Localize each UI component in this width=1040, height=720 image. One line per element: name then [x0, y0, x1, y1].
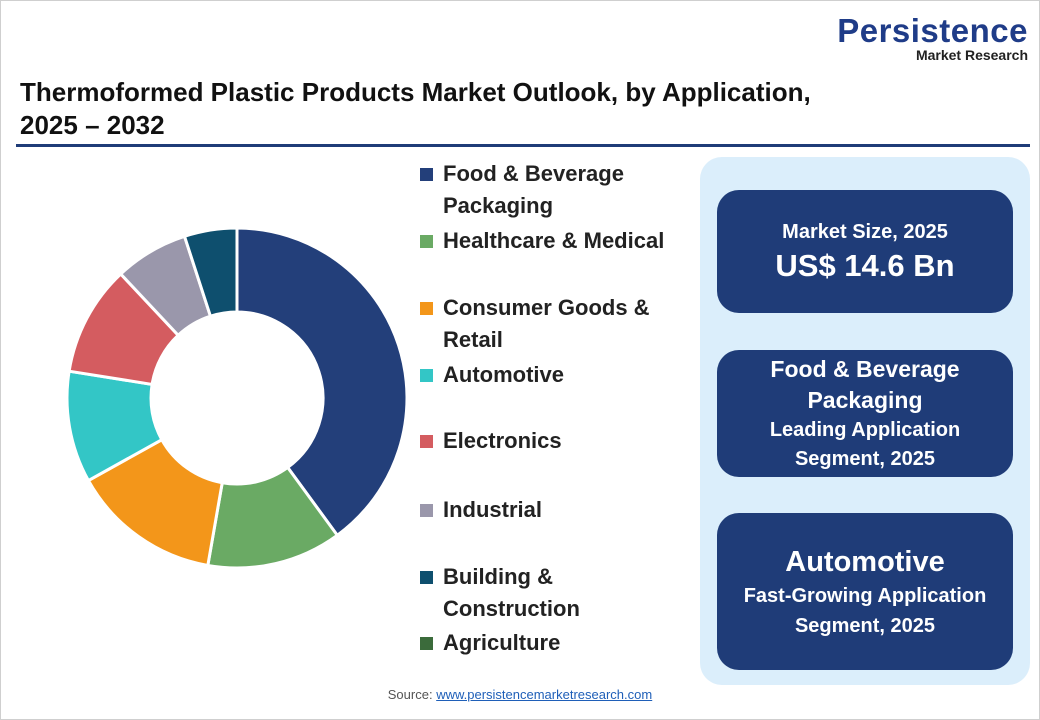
card-label-2: Segment, 2025	[794, 614, 936, 637]
legend-label: Food & Beverage Packaging	[443, 161, 624, 218]
divider	[16, 144, 1030, 147]
card-label: Leading Application	[769, 418, 961, 441]
legend-item: Consumer Goods & Retail	[420, 292, 700, 356]
legend-label: Building & Construction	[443, 564, 580, 621]
legend-swatch	[420, 369, 433, 382]
legend-swatch	[420, 637, 433, 650]
fast-growing-card: Automotive Fast-Growing Application Segm…	[717, 513, 1013, 670]
legend-label: Industrial	[443, 497, 543, 522]
card-value: US$ 14.6 Bn	[775, 247, 955, 283]
legend-label: Electronics	[443, 428, 562, 453]
title-line-1: Thermoformed Plastic Products Market Out…	[20, 77, 811, 107]
legend-item: Building & Construction	[420, 561, 700, 625]
legend-item: Industrial	[420, 494, 700, 526]
legend-swatch	[420, 435, 433, 448]
legend-swatch	[420, 168, 433, 181]
leading-segment-card: Food & Beverage Packaging Leading Applic…	[717, 350, 1013, 477]
source-note: Source: www.persistencemarketresearch.co…	[0, 687, 1040, 702]
page-title: Thermoformed Plastic Products Market Out…	[20, 76, 811, 142]
legend-label: Healthcare & Medical	[443, 228, 665, 253]
legend-label: Agriculture	[443, 630, 561, 655]
logo-sub: Market Research	[915, 47, 1028, 63]
legend-item: Healthcare & Medical	[420, 225, 700, 257]
market-size-card: Market Size, 2025 US$ 14.6 Bn	[717, 190, 1013, 313]
legend-swatch	[420, 302, 433, 315]
legend-swatch	[420, 571, 433, 584]
logo-name: Persistence	[837, 12, 1028, 49]
source-label: Source:	[387, 687, 437, 702]
legend-item: Electronics	[420, 425, 700, 457]
donut-chart	[65, 226, 409, 570]
source-link[interactable]: www.persistencemarketresearch.com	[436, 687, 653, 702]
donut-slice-0	[235, 226, 409, 538]
legend-item: Automotive	[420, 359, 700, 391]
card-value: Automotive	[785, 545, 945, 578]
legend-label: Automotive	[443, 362, 564, 387]
title-line-2: 2025 – 2032	[20, 110, 165, 140]
card-value-2: Packaging	[807, 386, 923, 413]
legend-item: Food & Beverage Packaging	[420, 158, 700, 222]
card-label: Fast-Growing Application	[743, 584, 987, 607]
card-label: Market Size, 2025	[782, 220, 948, 243]
legend-swatch	[420, 235, 433, 248]
legend-item: Agriculture	[420, 627, 700, 659]
donut-slice-6	[182, 226, 239, 319]
legend-label: Consumer Goods & Retail	[443, 295, 650, 352]
legend-swatch	[420, 504, 433, 517]
card-value: Food & Beverage	[770, 355, 960, 382]
logo: Persistence Market Research	[837, 12, 1028, 63]
card-label-2: Segment, 2025	[794, 447, 936, 470]
